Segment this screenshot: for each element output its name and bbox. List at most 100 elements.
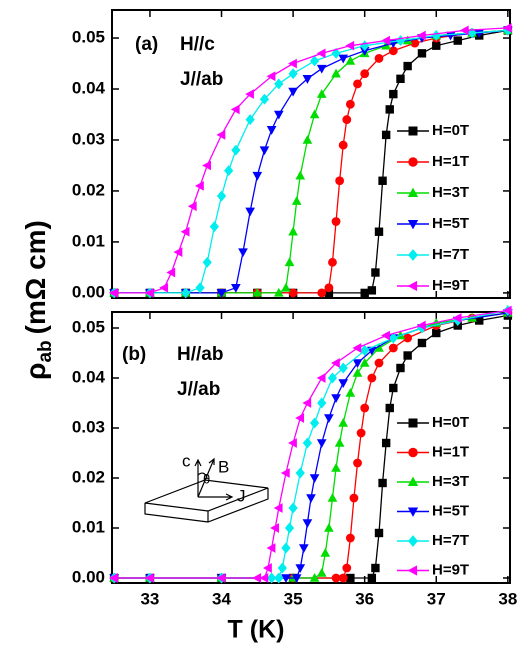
plot-frame (111, 311, 511, 584)
y-tick-label: 0.04 (72, 78, 106, 97)
legend-label: H=7T (432, 246, 469, 263)
marker (338, 573, 348, 583)
legend-label: H=0T (432, 414, 469, 431)
j-arrow (198, 493, 234, 501)
x-tick-label: 37 (427, 589, 446, 608)
marker (288, 87, 298, 97)
marker (381, 130, 391, 140)
marker (259, 146, 270, 156)
annotation: (a) (135, 34, 158, 55)
marker (317, 288, 327, 298)
marker (252, 287, 263, 297)
marker (327, 492, 338, 502)
marker (277, 562, 287, 574)
marker (396, 363, 405, 373)
legend-label: H=5T (432, 502, 469, 519)
theta-arc (197, 472, 208, 479)
marker (291, 196, 302, 205)
marker (403, 351, 412, 360)
marker (374, 227, 384, 236)
marker (388, 343, 398, 353)
marker (281, 542, 291, 554)
marker (432, 41, 441, 50)
marker (295, 413, 305, 423)
marker (349, 493, 359, 503)
plot-frame (111, 9, 511, 299)
marker (410, 38, 420, 48)
legend-label: H=7T (432, 532, 469, 549)
legend-marker (407, 187, 419, 198)
y-tick-label: 0.00 (72, 567, 105, 586)
marker (302, 398, 312, 408)
marker (302, 519, 313, 529)
marker (309, 572, 320, 582)
marker (395, 35, 406, 47)
legend-marker (407, 507, 419, 517)
marker (295, 564, 306, 574)
marker (202, 160, 211, 171)
marker (173, 247, 183, 257)
legend-marker (408, 126, 418, 136)
marker (459, 25, 469, 36)
marker (316, 439, 327, 449)
marker (345, 533, 355, 543)
marker (187, 201, 197, 212)
marker (309, 474, 320, 484)
marker (267, 572, 277, 584)
marker (181, 287, 191, 299)
legend-label: H=3T (432, 473, 469, 490)
annotation: J//ab (180, 69, 223, 90)
marker (195, 181, 204, 191)
marker (224, 165, 234, 177)
marker (345, 387, 356, 397)
marker (371, 563, 380, 573)
marker (202, 256, 212, 268)
marker (378, 478, 387, 488)
legend-marker (408, 418, 418, 428)
marker (502, 23, 512, 33)
slab-sides (144, 488, 269, 523)
marker (378, 176, 387, 185)
marker (431, 30, 441, 41)
x-tick-label: 34 (212, 589, 231, 608)
inset-label: c (182, 451, 191, 470)
y-tick-label: 0.04 (72, 367, 106, 386)
marker (231, 144, 241, 156)
marker (331, 68, 341, 78)
marker (317, 397, 327, 409)
legend-marker (408, 447, 418, 458)
marker (274, 78, 284, 90)
marker (331, 358, 340, 368)
marker (306, 494, 316, 504)
marker (359, 357, 370, 367)
plot-panel: 0.00 0.01 0.02 0.03 0.04 0.05 33 34 35 36 37 38 H=0T… (72, 305, 517, 608)
marker (288, 502, 298, 514)
marker (342, 563, 352, 573)
marker (345, 55, 356, 65)
inset-label: J (237, 486, 246, 505)
marker (360, 69, 370, 79)
marker (352, 367, 363, 377)
marker (432, 328, 441, 338)
marker (374, 54, 384, 63)
y-tick-label: 0.05 (72, 28, 105, 47)
marker (416, 30, 426, 41)
marker (346, 573, 355, 583)
inset-label: θ (203, 471, 210, 486)
plot-panel: 0.00 0.01 0.02 0.03 0.04 0.05 H=0T H=1T H=3T H=5T… (72, 9, 513, 301)
marker (328, 257, 337, 267)
marker (252, 573, 262, 583)
marker (331, 573, 341, 583)
marker (216, 289, 227, 298)
y-tick-label: 0.01 (72, 517, 105, 536)
x-axis-label: T (K) (228, 616, 285, 644)
marker (109, 288, 118, 298)
marker (389, 383, 398, 393)
marker (295, 170, 306, 180)
marker (216, 130, 226, 140)
marker (353, 79, 362, 89)
marker (338, 140, 348, 150)
marker (144, 573, 154, 583)
marker (374, 358, 384, 368)
marker (342, 115, 352, 125)
